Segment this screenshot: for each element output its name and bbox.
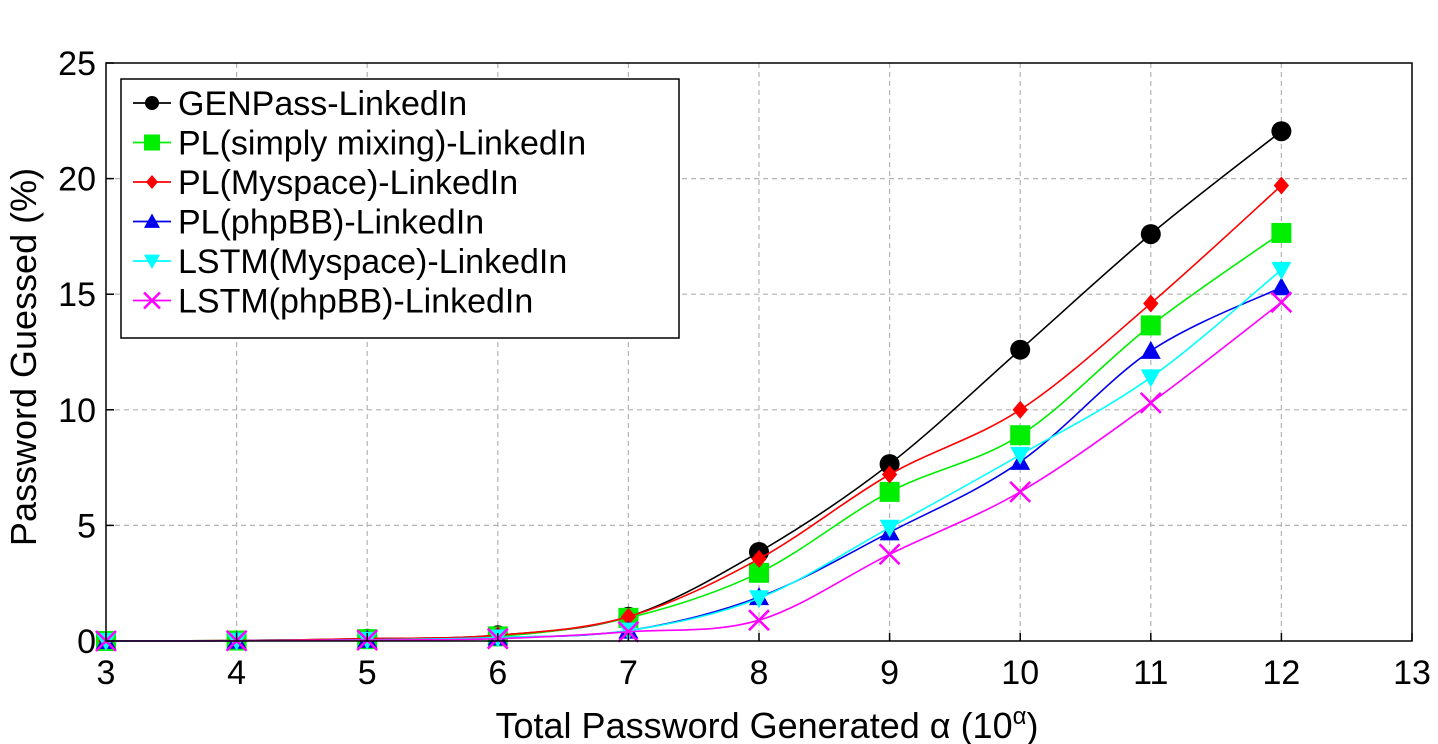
data-point — [1140, 340, 1161, 359]
data-point — [748, 609, 770, 632]
data-point — [879, 481, 900, 502]
legend-item: GENPass-LinkedIn — [133, 85, 467, 123]
legend-item: LSTM(phpBB)-LinkedIn — [133, 283, 533, 321]
x-tick-label: 5 — [358, 654, 377, 692]
data-point — [620, 607, 637, 626]
series-line — [105, 301, 1282, 642]
series-5 — [95, 291, 1293, 652]
data-point — [749, 590, 769, 609]
data-point — [878, 543, 901, 566]
x-tick-label: 10 — [1001, 654, 1039, 692]
x-tick-label: 9 — [880, 654, 899, 692]
legend-item: LSTM(Myspace)-LinkedIn — [133, 243, 567, 281]
y-tick-label: 25 — [58, 45, 96, 83]
x-axis-title-close: ) — [1026, 705, 1038, 744]
data-point — [1010, 425, 1031, 446]
y-tick-label: 0 — [77, 623, 96, 661]
data-point — [1271, 121, 1292, 142]
legend-marker — [145, 96, 159, 110]
y-tick-label: 5 — [77, 507, 96, 545]
data-point — [1271, 261, 1292, 280]
legend-marker — [144, 254, 160, 269]
legend-label: LSTM(Myspace)-LinkedIn — [178, 243, 567, 281]
data-point — [881, 465, 898, 484]
x-tick-label: 13 — [1393, 654, 1431, 692]
data-point — [1270, 291, 1293, 314]
legend-label: LSTM(phpBB)-LinkedIn — [178, 283, 533, 321]
legend-marker — [143, 291, 161, 310]
data-point — [1140, 369, 1161, 388]
legend-box — [120, 78, 680, 339]
data-point — [1273, 176, 1290, 195]
x-axis-title: Total Password Generated α (10α) — [496, 703, 1039, 744]
data-point — [1139, 391, 1162, 414]
legend-label: PL(Myspace)-LinkedIn — [178, 164, 518, 202]
data-point — [1010, 446, 1031, 465]
legend-item: PL(phpBB)-LinkedIn — [133, 204, 484, 242]
legend-label: GENPass-LinkedIn — [178, 85, 467, 123]
data-point — [1140, 315, 1161, 336]
data-point — [879, 454, 900, 475]
y-tick-label: 20 — [58, 161, 96, 199]
data-point — [879, 519, 900, 538]
tick-layer: 3 4 5 6 7 8 9 10 11 12 13 0 5 10 15 20 25 — [58, 45, 1431, 692]
y-axis-title: Password Guessed (%) — [3, 168, 44, 546]
data-point — [617, 620, 640, 643]
x-tick-label: 8 — [750, 654, 769, 692]
legend-item: PL(simply mixing)-LinkedIn — [133, 125, 586, 163]
x-tick-label: 6 — [488, 654, 507, 692]
legend-label: PL(phpBB)-LinkedIn — [178, 204, 484, 242]
y-tick-label: 10 — [58, 392, 96, 430]
data-point — [1009, 480, 1032, 503]
data-point — [1140, 224, 1161, 245]
data-point — [1143, 294, 1159, 313]
data-point — [751, 549, 767, 568]
legend-label: PL(simply mixing)-LinkedIn — [178, 125, 586, 163]
y-tick-label: 15 — [58, 276, 96, 314]
x-tick-label: 11 — [1133, 654, 1168, 692]
legend-marker — [144, 134, 160, 151]
x-tick-label: 7 — [619, 654, 638, 692]
data-point — [1010, 339, 1031, 360]
legend-marker — [144, 213, 160, 228]
data-point — [1012, 400, 1028, 419]
legend-item: PL(Myspace)-LinkedIn — [133, 164, 518, 202]
x-tick-label: 4 — [227, 654, 246, 692]
data-point — [749, 562, 769, 583]
series-layer — [95, 121, 1293, 652]
legend-marker — [146, 175, 158, 189]
data-point — [1271, 277, 1292, 296]
x-tick-label: 3 — [97, 654, 116, 692]
x-axis-title-main: Total Password Generated α (10 — [496, 705, 1013, 744]
x-axis-title-superscript: α — [1013, 703, 1027, 730]
data-point — [1271, 222, 1292, 243]
x-tick-label: 12 — [1262, 654, 1300, 692]
